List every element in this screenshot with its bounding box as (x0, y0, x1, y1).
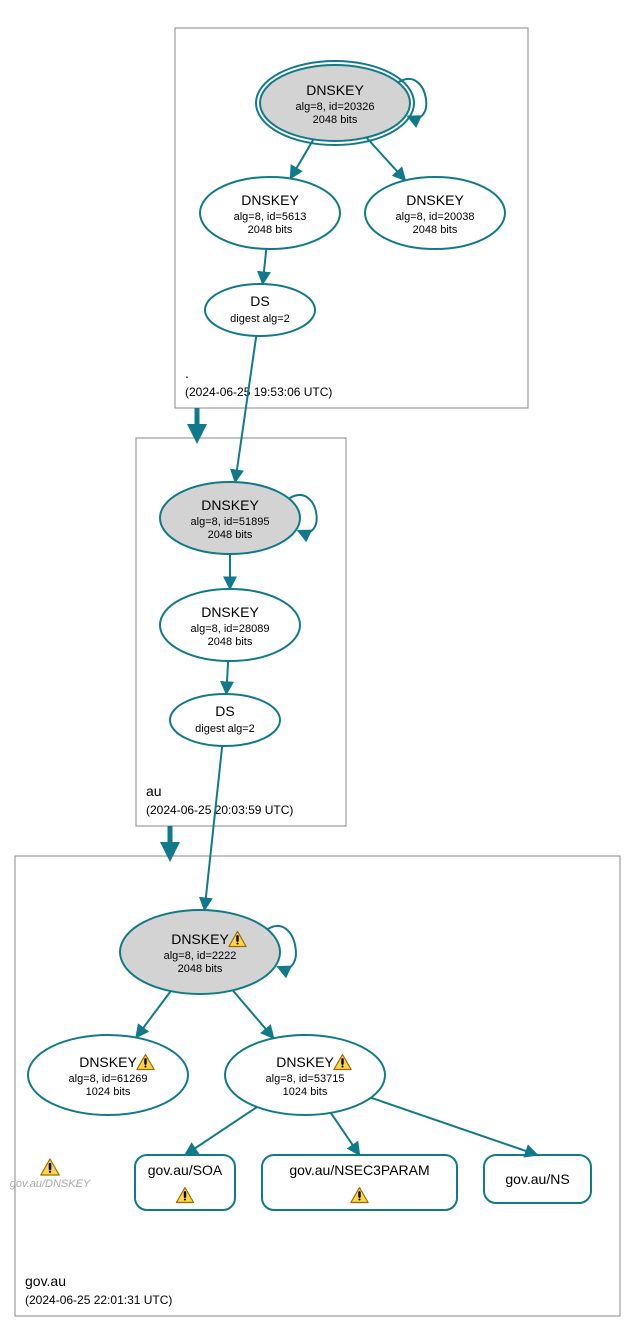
node-root_zsk1: DNSKEY alg=8, id=56132048 bits (200, 177, 340, 249)
record-soa: gov.au/SOA (135, 1155, 235, 1210)
node-root_zsk2: DNSKEY alg=8, id=200382048 bits (365, 177, 505, 249)
zone-root-label: . (185, 365, 189, 381)
node-title: DNSKEY (201, 497, 259, 513)
edge-root_zsk1_to_ds (263, 249, 267, 284)
node-title: DNSKEY (79, 1054, 137, 1070)
zone-au-timestamp: (2024-06-25 20:03:59 UTC) (146, 803, 293, 817)
node-detail: 2048 bits (313, 114, 358, 126)
node-title: DNSKEY (171, 931, 229, 947)
node-detail: 2048 bits (208, 636, 253, 648)
record-label: gov.au/SOA (148, 1162, 223, 1178)
node-detail: 2048 bits (413, 224, 458, 236)
node-title: DNSKEY (276, 1054, 334, 1070)
warning-icon (41, 1159, 59, 1175)
node-root_ds: DS digest alg=2 (205, 284, 315, 336)
node-gov_ksk: DNSKEY alg=8, id=22222048 bits (120, 910, 296, 994)
zone-govau-timestamp: (2024-06-25 22:01:31 UTC) (25, 1293, 172, 1307)
faded-dnskey-annotation: gov.au/DNSKEY (10, 1159, 91, 1190)
node-title: DS (215, 703, 234, 719)
node-detail: alg=8, id=53715 (266, 1073, 345, 1085)
edge-au_ds_to_gov_ksk (205, 746, 223, 910)
record-ns: gov.au/NS (484, 1155, 591, 1203)
node-gov_zsk2: DNSKEY alg=8, id=537151024 bits (225, 1035, 385, 1115)
node-detail: alg=8, id=51895 (191, 516, 270, 528)
node-title: DS (250, 293, 269, 309)
node-au_zsk: DNSKEY alg=8, id=280892048 bits (160, 589, 300, 661)
record-nsec3: gov.au/NSEC3PARAM (262, 1155, 457, 1210)
zone-govau-label: gov.au (25, 1273, 66, 1289)
record-label: gov.au/NS (505, 1171, 569, 1187)
svg-text:gov.au/DNSKEY: gov.au/DNSKEY (10, 1178, 91, 1190)
node-detail: alg=8, id=2222 (164, 950, 237, 962)
edge-root_ds_to_au_ksk (235, 336, 256, 482)
node-detail: 2048 bits (178, 963, 223, 975)
zone-root-timestamp: (2024-06-25 19:53:06 UTC) (185, 385, 332, 399)
node-detail: alg=8, id=28089 (191, 623, 270, 635)
node-detail: alg=8, id=5613 (234, 211, 307, 223)
node-title: DNSKEY (306, 82, 364, 98)
node-detail: digest alg=2 (195, 723, 255, 735)
edge-root_ksk_to_zsk1 (290, 139, 313, 178)
node-au_ds: DS digest alg=2 (170, 694, 280, 746)
dnssec-diagram: . (2024-06-25 19:53:06 UTC) au (2024-06-… (0, 0, 635, 1333)
zone-au-label: au (146, 783, 162, 799)
node-au_ksk: DNSKEY alg=8, id=518952048 bits (160, 482, 317, 554)
node-detail: digest alg=2 (230, 313, 290, 325)
node-detail: alg=8, id=20326 (296, 101, 375, 113)
node-title: DNSKEY (406, 192, 464, 208)
edge-zsk2_to_ns (371, 1098, 538, 1155)
node-title: DNSKEY (201, 604, 259, 620)
node-detail: 1024 bits (86, 1086, 131, 1098)
node-detail: alg=8, id=61269 (69, 1073, 148, 1085)
node-detail: 2048 bits (208, 529, 253, 541)
node-detail: 2048 bits (248, 224, 293, 236)
edge-zsk2_to_nsec3 (331, 1113, 360, 1155)
edge-au_zsk_to_ds (226, 661, 228, 694)
node-root_ksk: DNSKEY alg=8, id=203262048 bits (256, 61, 426, 145)
node-gov_zsk1: DNSKEY alg=8, id=612691024 bits (28, 1035, 188, 1115)
edge-gov_ksk_to_zsk2 (233, 990, 274, 1038)
node-detail: alg=8, id=20038 (396, 211, 475, 223)
edge-root_ksk_to_zsk2 (366, 138, 405, 181)
node-title: DNSKEY (241, 192, 299, 208)
node-detail: 1024 bits (283, 1086, 328, 1098)
edge-gov_ksk_to_zsk1 (136, 991, 171, 1037)
record-label: gov.au/NSEC3PARAM (289, 1162, 429, 1178)
edge-zsk2_to_soa (185, 1107, 257, 1155)
